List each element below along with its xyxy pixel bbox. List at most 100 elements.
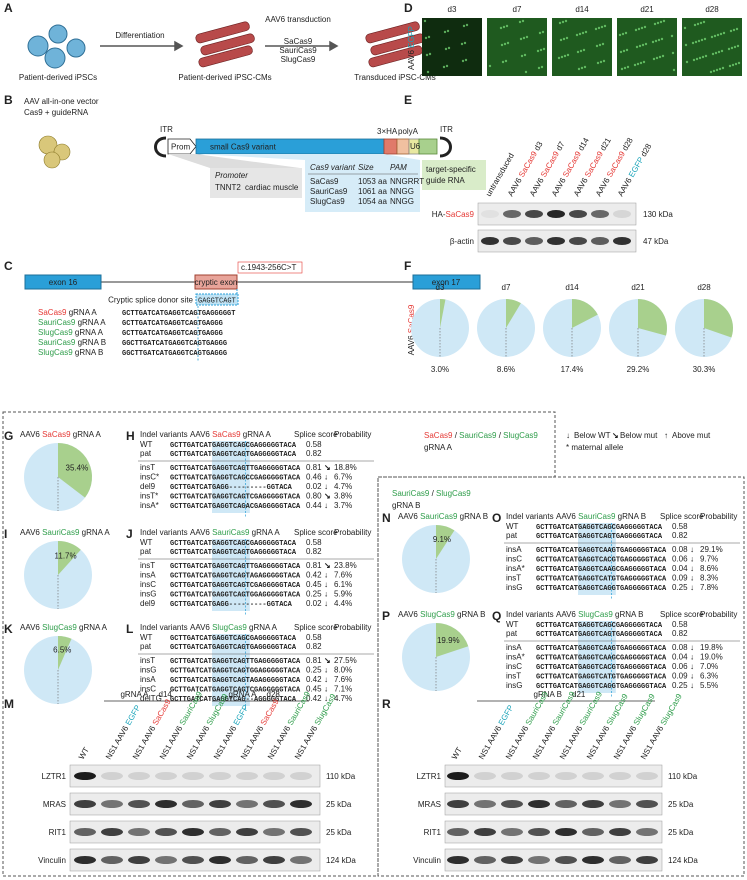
caption: Differentiation	[115, 31, 164, 40]
protein-label: RIT1	[424, 828, 442, 837]
guide-name: SauriCas9 gRNA B	[38, 338, 106, 347]
day-label: d28	[697, 283, 711, 292]
label-part: gRNA A	[241, 430, 272, 439]
table-cell: 1053 aa	[358, 177, 387, 186]
label-part: SaCas9	[583, 149, 605, 179]
seq-highlight	[212, 539, 250, 611]
blot-band	[182, 772, 204, 780]
day-label: d3	[436, 283, 445, 292]
protein-label: MRAS	[43, 800, 66, 809]
value-label: 17.4%	[561, 365, 584, 374]
blot-band	[528, 856, 550, 864]
cell-signal	[463, 41, 467, 45]
label-part: NS1 AAV6	[558, 722, 586, 761]
label-part: SauriCas9	[420, 512, 458, 521]
sequence: GCTTGATCATGAGGTCAGTTGAGGGGGTACA	[170, 658, 301, 666]
protein-size: 25 kDa	[326, 828, 352, 837]
cell-signal	[540, 65, 544, 69]
panel-letter: Q	[492, 609, 501, 623]
table-cell: NNGRRT	[390, 177, 424, 186]
label-part: EGFP	[407, 26, 416, 48]
blot-band	[182, 800, 204, 808]
label-part: gRNA A	[66, 308, 97, 317]
splice-score: 0.25	[306, 590, 322, 599]
cell-signal	[731, 63, 735, 67]
sequence: GCTTGATCATGAGGTCAGCGAGGGGGTACA	[170, 635, 297, 643]
score-arrow: ↓	[690, 672, 694, 681]
sequence: GCTTGATCATGAGGTCAAGTGAGGGGGTACA	[536, 645, 667, 653]
variant-name: insT	[140, 656, 155, 665]
lane-label: WT	[450, 746, 464, 761]
label-part: AAV6	[190, 528, 212, 537]
label-part: AAV6	[20, 528, 42, 537]
blot-band	[263, 800, 285, 808]
blot-band	[501, 800, 523, 808]
splice-score: 0.81	[306, 561, 322, 570]
cell-signal	[559, 38, 563, 42]
exon-label: exon 16	[49, 278, 78, 287]
variant-name: WT	[506, 522, 519, 531]
blot-band	[613, 237, 631, 245]
panel-letter: H	[126, 429, 135, 443]
panel-letter: N	[382, 511, 391, 525]
cell-signal	[729, 29, 733, 33]
blot-strip	[69, 764, 321, 788]
label-part: HA-	[432, 210, 446, 219]
probability: 8.0%	[334, 666, 352, 675]
sequence: GCTTGATCATGAGGTCAGTTGAGGGGGTACA	[170, 563, 301, 571]
guide-seq: GGCTTGATCATGAGGTCAGTGAGGG	[122, 340, 227, 348]
probability: 8.3%	[700, 574, 718, 583]
blot-band	[101, 800, 123, 808]
group-guide: gRNA A	[120, 690, 149, 699]
score-arrow: ↓	[690, 681, 694, 690]
box-group-b	[377, 476, 745, 877]
variant-name: pat	[140, 449, 152, 458]
sequence: GCTTGATCATGAGGTCAGCGAGGGGGTACA	[170, 442, 297, 450]
label-part: gRNA B	[615, 512, 646, 521]
cell-signal	[642, 60, 646, 64]
cell-signal	[713, 34, 717, 38]
probability: 19.0%	[700, 653, 723, 662]
label-part: SauriCas9	[38, 338, 76, 347]
blot-band	[609, 772, 631, 780]
label-part: NS1 AAV6	[104, 722, 132, 761]
panel-letter: A	[4, 1, 13, 15]
blot-band	[503, 210, 521, 218]
probability: 7.6%	[334, 571, 352, 580]
cell-signal	[464, 58, 468, 62]
cell-signal	[500, 43, 504, 47]
probability: 7.8%	[700, 583, 718, 592]
label-part: d7	[553, 140, 567, 155]
variant-name: insC*	[140, 473, 159, 482]
variant-name: insA	[140, 571, 156, 580]
cell-signal	[461, 59, 465, 63]
cell-signal	[443, 30, 447, 34]
cell-signal	[701, 55, 705, 59]
variant-name: insG	[506, 681, 522, 690]
table-cell: 1054 aa	[358, 197, 387, 206]
splice-score: 0.08	[672, 643, 688, 652]
cell-signal	[684, 43, 688, 47]
score-arrow: ↓	[690, 564, 694, 573]
splice-score: 0.09	[672, 574, 688, 583]
variant-name: insC	[140, 580, 156, 589]
cell-signal	[583, 65, 587, 69]
cell-signal	[639, 61, 643, 65]
sequence: GCTTGATCATGAGGTCAGGTGAGGGGGTACA	[536, 683, 667, 691]
blot-band	[101, 856, 123, 864]
splice-score: 0.58	[672, 620, 688, 629]
label-part: SaCas9	[212, 430, 241, 439]
cell-signal	[722, 31, 726, 35]
variant-name: SaCas9	[284, 37, 313, 46]
label-part: SlugCas9	[436, 489, 471, 498]
table-cell: 1061 aa	[358, 187, 387, 196]
blot-band	[501, 828, 523, 836]
cell-signal	[735, 27, 739, 31]
blot-band	[74, 772, 96, 780]
cell-signal	[717, 50, 721, 54]
cell-signal	[652, 57, 656, 61]
protein-label: LZTR1	[42, 772, 67, 781]
label-part: NS1 AAV6	[293, 722, 321, 761]
blot-band	[582, 828, 604, 836]
cell-signal	[537, 66, 541, 70]
